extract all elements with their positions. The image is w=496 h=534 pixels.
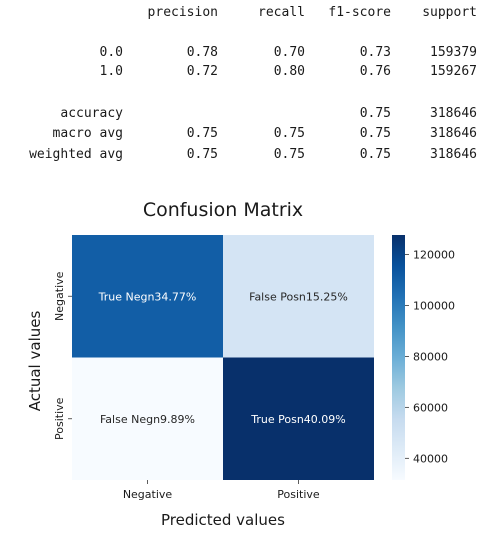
colorbar-ticks: 40000 60000 80000 100000 120000 (405, 248, 455, 465)
x-tick-labels: Negative Positive (123, 480, 320, 501)
report-header: f1-score (328, 5, 391, 20)
chart-title: Confusion Matrix (143, 199, 303, 221)
report-row-label: 1.0 (99, 64, 123, 79)
colorbar (392, 235, 405, 480)
colorbar-tick-label: 80000 (413, 350, 448, 363)
y-tick-labels: Negative Positive (53, 271, 72, 440)
report-row-label: weighted avg (29, 147, 123, 162)
report-cell-precision: 0.75 (186, 147, 218, 162)
report-cell-f1: 0.73 (359, 45, 391, 60)
x-tick-label: Negative (123, 488, 173, 501)
heatmap-cell (72, 357, 223, 480)
report-cell-support: 159379 (430, 45, 477, 60)
report-cell-support: 318646 (430, 106, 477, 121)
heatmap-cell (223, 357, 374, 480)
report-cell-precision: 0.78 (186, 45, 218, 60)
heatmap-cell-label: True Negn34.77% (98, 290, 197, 303)
report-cell-f1: 0.75 (359, 126, 391, 141)
heatmap-cell (72, 235, 223, 358)
report-header: recall (258, 5, 305, 20)
report-cell-precision: 0.75 (186, 126, 218, 141)
report-cell-recall: 0.80 (273, 64, 305, 79)
classification-report: precision recall f1-score support 0.0 0.78 0.7… (0, 0, 496, 190)
report-row-label: accuracy (60, 106, 123, 121)
heatmap-cell-label: False Posn15.25% (249, 290, 348, 303)
report-cell-f1: 0.75 (359, 106, 391, 121)
report-cell-support: 318646 (430, 126, 477, 141)
y-tick-label: Negative (53, 271, 66, 321)
report-row-label: 0.0 (99, 45, 123, 60)
confusion-matrix-chart: Confusion Matrix True Negn34.77% False Po… (26, 199, 455, 529)
colorbar-tick-label: 120000 (413, 248, 455, 261)
report-cell-f1: 0.75 (359, 147, 391, 162)
heatmap-cell (223, 235, 374, 358)
report-cell-recall: 0.75 (273, 147, 305, 162)
x-axis-label: Predicted values (161, 511, 285, 529)
report-cell-f1: 0.76 (359, 64, 391, 79)
report-header: support (422, 5, 477, 20)
report-cell-support: 159267 (430, 64, 477, 79)
colorbar-tick-label: 60000 (413, 401, 448, 414)
colorbar-tick-label: 40000 (413, 452, 448, 465)
heatmap-cell-label: True Posn40.09% (250, 413, 345, 426)
report-cell-recall: 0.75 (273, 126, 305, 141)
heatmap-cell-label: False Negn9.89% (100, 413, 195, 426)
report-row-label: macro avg (52, 126, 123, 141)
report-cell-recall: 0.70 (273, 45, 305, 60)
heatmap-cells: True Negn34.77% False Posn15.25% False Neg… (72, 235, 374, 480)
x-tick-label: Positive (277, 488, 320, 501)
y-tick-label: Positive (53, 397, 66, 440)
report-cell-precision: 0.72 (186, 64, 218, 79)
colorbar-tick-label: 100000 (413, 299, 455, 312)
y-axis-label: Actual values (26, 311, 44, 412)
report-cell-support: 318646 (430, 147, 477, 162)
report-header: precision (147, 5, 218, 20)
